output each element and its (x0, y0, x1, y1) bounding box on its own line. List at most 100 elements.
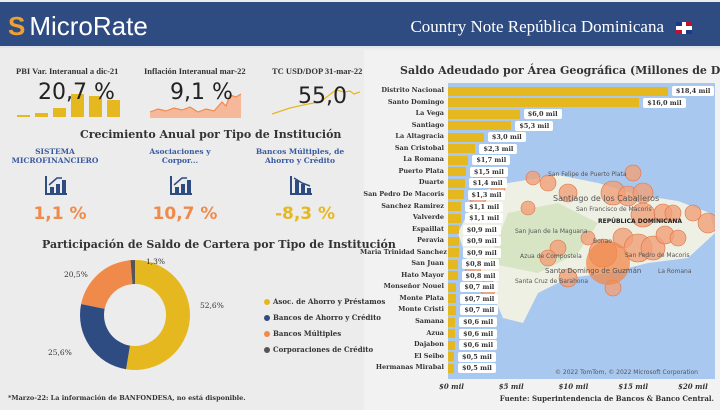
map-bubble[interactable] (624, 164, 642, 182)
bar[interactable] (448, 98, 640, 108)
x-tick-label: $0 mil (439, 382, 464, 391)
bar-category-label: Sanchez Ramirez (381, 201, 444, 210)
bar[interactable] (448, 178, 465, 188)
bar[interactable] (448, 155, 469, 165)
map-bubble[interactable] (558, 268, 578, 288)
legend-label: Bancos de Ahorro y Crédito (273, 313, 381, 322)
bar[interactable] (448, 248, 459, 258)
donut-slice[interactable] (126, 260, 191, 370)
growth-value: 10,7 % (152, 204, 218, 224)
map-attribution: © 2022 TomTom, © 2022 Microsoft Corporat… (555, 369, 698, 376)
map-bubble[interactable] (669, 229, 687, 247)
map-bubble[interactable] (697, 212, 715, 234)
growth-value: 1,1 % (33, 204, 87, 224)
bar-value-label: $3,0 mil (487, 132, 526, 143)
bar-category-label: Samana (415, 317, 444, 325)
page-title: Country Note República Dominicana (410, 17, 664, 36)
geo-title: Saldo Adeudado por Área Geográfica (Mill… (400, 64, 720, 77)
bar-value-label: $0,5 mil (457, 363, 496, 374)
bar-category-label: Espaillat (412, 224, 444, 233)
brand-name: MicroRate (29, 11, 148, 41)
bar-category-label: El Seibo (414, 351, 444, 360)
header: S MicroRate Country Note República Domini… (0, 2, 720, 48)
bar[interactable] (448, 236, 459, 246)
donut-slice[interactable] (80, 304, 130, 370)
map-bubble[interactable] (586, 241, 630, 285)
bar[interactable] (448, 305, 457, 315)
growth-value: -8,3 % (274, 204, 336, 224)
map-bubble[interactable] (664, 204, 682, 222)
bar-value-label: $1,3 mil (467, 189, 506, 200)
donut-chart: 52,6% 25,6% 20,5% 1,3% (48, 257, 224, 370)
legend-label: Bancos Múltiples (273, 329, 342, 338)
bar-category-label: La Vega (415, 109, 444, 118)
bar[interactable] (448, 202, 462, 211)
bar-value-label: $1,7 mil (472, 155, 511, 166)
bar[interactable] (448, 352, 454, 362)
inflation-sparkline (149, 93, 242, 118)
legend-dot-icon (264, 314, 270, 321)
fx-sparkline (271, 89, 360, 115)
bar[interactable] (448, 167, 466, 177)
bar[interactable] (448, 294, 457, 304)
legend-item: Corporaciones de Crédito (264, 345, 385, 354)
bar-category-label: Maria Trinidad Sanchez (360, 247, 447, 256)
bar[interactable] (448, 363, 454, 373)
dominican-flag-icon (676, 22, 692, 34)
x-tick-label: $5 mil (498, 382, 524, 391)
chart-down-icon (289, 174, 313, 200)
bar[interactable] (448, 109, 520, 119)
map-bubble[interactable] (539, 249, 557, 267)
map-label: San Felipe de Puerto Plata (548, 171, 627, 178)
bar-category-label: Puerto Plata (398, 166, 444, 175)
bar-category-label: Duarte (418, 178, 444, 187)
bar-value-label: $0,7 mil (460, 293, 499, 304)
bar[interactable] (448, 259, 458, 269)
bar-category-label: Monte Cristi (398, 305, 444, 314)
legend-dot-icon (264, 330, 270, 337)
bar[interactable] (448, 317, 456, 327)
x-tick-label: $15 mil (618, 382, 649, 391)
bar-value-label: $0,6 mil (459, 317, 498, 327)
bar[interactable] (448, 329, 456, 339)
bar[interactable] (448, 190, 464, 200)
growth-title: Crecimiento Anual por Tipo de Institució… (80, 128, 342, 141)
growth-institution-name: SISTEMA MICROFINANCIERO (11, 147, 99, 165)
bar[interactable] (448, 225, 459, 235)
bar-value-label: $0,6 mil (459, 328, 498, 339)
map-bubble[interactable] (549, 239, 567, 257)
kpi-fx-label: TC USD/DOP 31-mar-22 (272, 66, 363, 76)
map-label: La Romana (658, 268, 692, 275)
bar-category-label: San Juan (411, 259, 444, 268)
bar[interactable] (448, 144, 476, 154)
map-bubble[interactable] (539, 174, 557, 192)
map-bubble[interactable] (520, 200, 536, 216)
bar-value-label: $1,5 mil (469, 166, 508, 177)
donut-data-label: 1,3% (146, 257, 165, 266)
map-bubble[interactable] (558, 183, 578, 203)
bar[interactable] (448, 213, 462, 223)
bar-value-label: $0,9 mil (462, 247, 501, 258)
bar-value-label: $0,7 mil (460, 305, 499, 316)
bar-category-label: San Cristobal (394, 143, 444, 152)
bar[interactable] (448, 86, 668, 96)
bar-category-label: La Altagracia (395, 132, 444, 141)
bar-category-label: Hermanas Mirabal (375, 363, 444, 372)
map-label: Azua de Compostela (520, 253, 582, 260)
map-bubble[interactable] (525, 170, 541, 186)
map-bubble[interactable] (684, 204, 702, 222)
source-note: Fuente: Superintendencia de Bancos & Ban… (499, 394, 714, 403)
bar[interactable] (448, 121, 512, 131)
bar[interactable] (448, 132, 484, 142)
bar[interactable] (448, 282, 457, 292)
kpi-fx-value: 55,0 (298, 84, 347, 109)
donut-slice[interactable] (81, 260, 133, 309)
map-bubble[interactable] (580, 230, 596, 246)
bar[interactable] (448, 271, 458, 281)
donut-slice[interactable] (130, 260, 135, 285)
kpi-gdp-value: 20,7 % (38, 80, 115, 105)
bar-value-label: $5,3 mil (515, 120, 554, 131)
bar-category-label: La Romana (403, 155, 444, 164)
map-label: San Juan de la Maguana (515, 228, 588, 235)
bar[interactable] (448, 340, 456, 350)
